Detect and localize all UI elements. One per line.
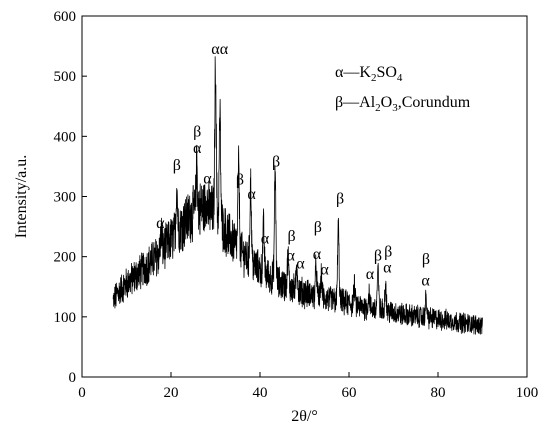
peak-label: α	[320, 262, 329, 279]
peak-label: α	[366, 266, 375, 283]
legend-symbol: β	[335, 94, 343, 111]
legend-text-part: 3	[392, 102, 398, 114]
legend-separator: –	[350, 64, 360, 81]
legend-text-part: O	[381, 94, 393, 111]
legend-text-part: 4	[397, 72, 403, 84]
peak-label: α	[220, 41, 229, 58]
peak-label: α	[247, 186, 256, 203]
y-tick-label: 400	[54, 129, 77, 145]
peak-label: α	[203, 170, 212, 187]
legend-text-part: 2	[375, 102, 381, 114]
peak-label: α	[193, 140, 202, 157]
y-tick-label: 200	[54, 250, 77, 266]
peak-label: β	[336, 191, 344, 208]
y-tick-label: 600	[54, 9, 77, 25]
y-tick-label: 0	[69, 370, 77, 386]
x-axis-title: 2θ/°	[291, 408, 318, 425]
legend-text-part: ,Corundum	[398, 94, 471, 111]
legend-entry: α––K2SO4	[335, 64, 403, 84]
legend-text-part: SO	[376, 64, 396, 81]
peak-label: β	[314, 219, 322, 236]
x-tick-label: 100	[516, 385, 539, 401]
x-tick-label: 80	[431, 385, 446, 401]
y-axis-title: Intensity/a.u.	[13, 155, 30, 239]
peak-label: β	[374, 247, 382, 264]
x-tick-label: 40	[253, 385, 268, 401]
peak-label: β	[384, 244, 392, 261]
peak-label: α	[296, 256, 305, 273]
x-tick-label: 60	[342, 385, 357, 401]
peak-label: β	[236, 171, 244, 188]
legend-separator: –	[350, 94, 360, 111]
peak-label: α	[261, 230, 270, 247]
peak-label: α	[287, 247, 296, 264]
legend-text-part: Al	[359, 94, 376, 111]
peak-label: β	[272, 153, 280, 170]
peak-label: α	[211, 41, 220, 58]
legend-symbol: α	[335, 64, 344, 81]
peak-label: β	[173, 157, 181, 174]
peak-label: α	[156, 215, 165, 232]
peak-label: α	[313, 246, 322, 263]
y-tick-label: 100	[54, 310, 77, 326]
y-tick-label: 300	[54, 190, 77, 206]
legend-text-part: 2	[371, 72, 377, 84]
peak-label: β	[193, 123, 201, 140]
series-line	[112, 56, 483, 335]
legend-entry: β––Al2O3,Corundum	[335, 94, 471, 114]
x-tick-label: 20	[164, 385, 179, 401]
peak-label: α	[421, 273, 430, 290]
x-tick-label: 0	[78, 385, 86, 401]
legend-separator: –	[342, 64, 352, 81]
legend-separator: –	[342, 94, 352, 111]
legend-text-part: K	[359, 64, 371, 81]
peak-label: β	[288, 228, 296, 245]
y-axis-ticks: 0 100 200 300 400 500 600	[54, 9, 87, 386]
x-axis-ticks: 0 20 40 60 80 100	[78, 372, 538, 401]
y-tick-label: 500	[54, 69, 77, 85]
peak-label: α	[383, 259, 392, 276]
peak-label: β	[422, 251, 430, 268]
